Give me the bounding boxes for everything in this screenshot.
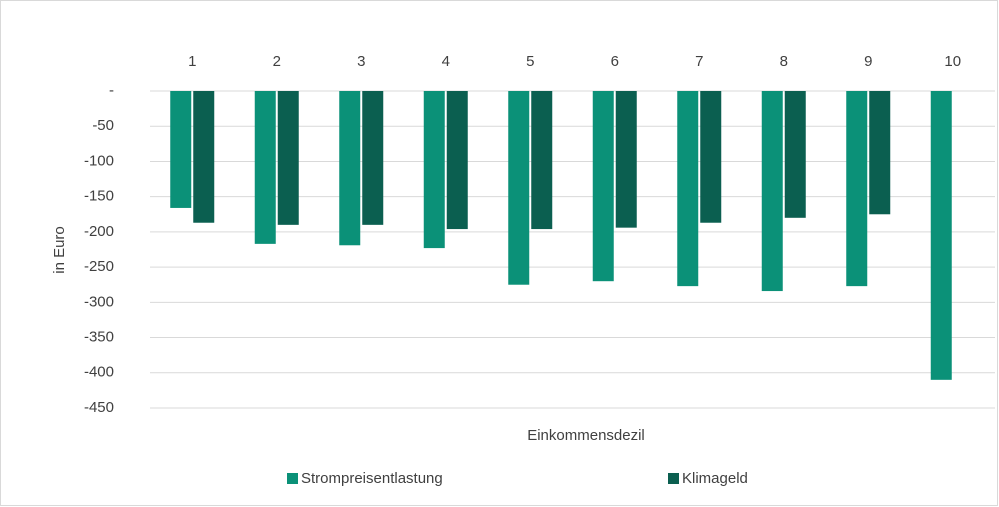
bar — [846, 91, 868, 287]
x-axis-title: Einkommensdezil — [527, 427, 645, 444]
y-tick-label: -450 — [84, 399, 114, 416]
x-tick-label: 3 — [357, 53, 365, 70]
bar — [869, 91, 891, 215]
y-tick-label: -400 — [84, 364, 114, 381]
bar — [531, 91, 553, 230]
bar — [761, 91, 783, 292]
x-tick-label: 9 — [864, 53, 872, 70]
x-tick-label: 5 — [526, 53, 534, 70]
y-axis-title: in Euro — [51, 226, 68, 274]
x-tick-label: 1 — [188, 53, 196, 70]
bar — [277, 91, 299, 225]
x-tick-label: 10 — [944, 53, 961, 70]
legend-swatch — [287, 473, 298, 484]
legend-label: Klimageld — [682, 470, 748, 487]
y-tick-label: -250 — [84, 258, 114, 275]
bar — [254, 91, 276, 244]
bar — [193, 91, 215, 223]
legend-label: Strompreisentlastung — [301, 470, 443, 487]
bar — [446, 91, 468, 230]
y-tick-label: - — [109, 82, 114, 99]
y-tick-label: -300 — [84, 293, 114, 310]
bar — [677, 91, 699, 287]
bar — [615, 91, 637, 228]
x-tick-label: 7 — [695, 53, 703, 70]
bar — [362, 91, 384, 225]
legend-swatch — [668, 473, 679, 484]
bar — [170, 91, 192, 208]
y-tick-label: -350 — [84, 329, 114, 346]
bar — [700, 91, 722, 223]
x-tick-label: 8 — [780, 53, 788, 70]
bar — [930, 91, 952, 380]
bar — [592, 91, 614, 282]
x-tick-label: 2 — [273, 53, 281, 70]
bar — [784, 91, 806, 218]
y-tick-label: -100 — [84, 152, 114, 169]
x-tick-label: 4 — [442, 53, 450, 70]
bar — [339, 91, 361, 246]
y-tick-label: -200 — [84, 223, 114, 240]
x-tick-label: 6 — [611, 53, 619, 70]
y-tick-label: -50 — [92, 117, 114, 134]
y-tick-label: -150 — [84, 188, 114, 205]
bar — [423, 91, 445, 249]
bar — [508, 91, 530, 285]
